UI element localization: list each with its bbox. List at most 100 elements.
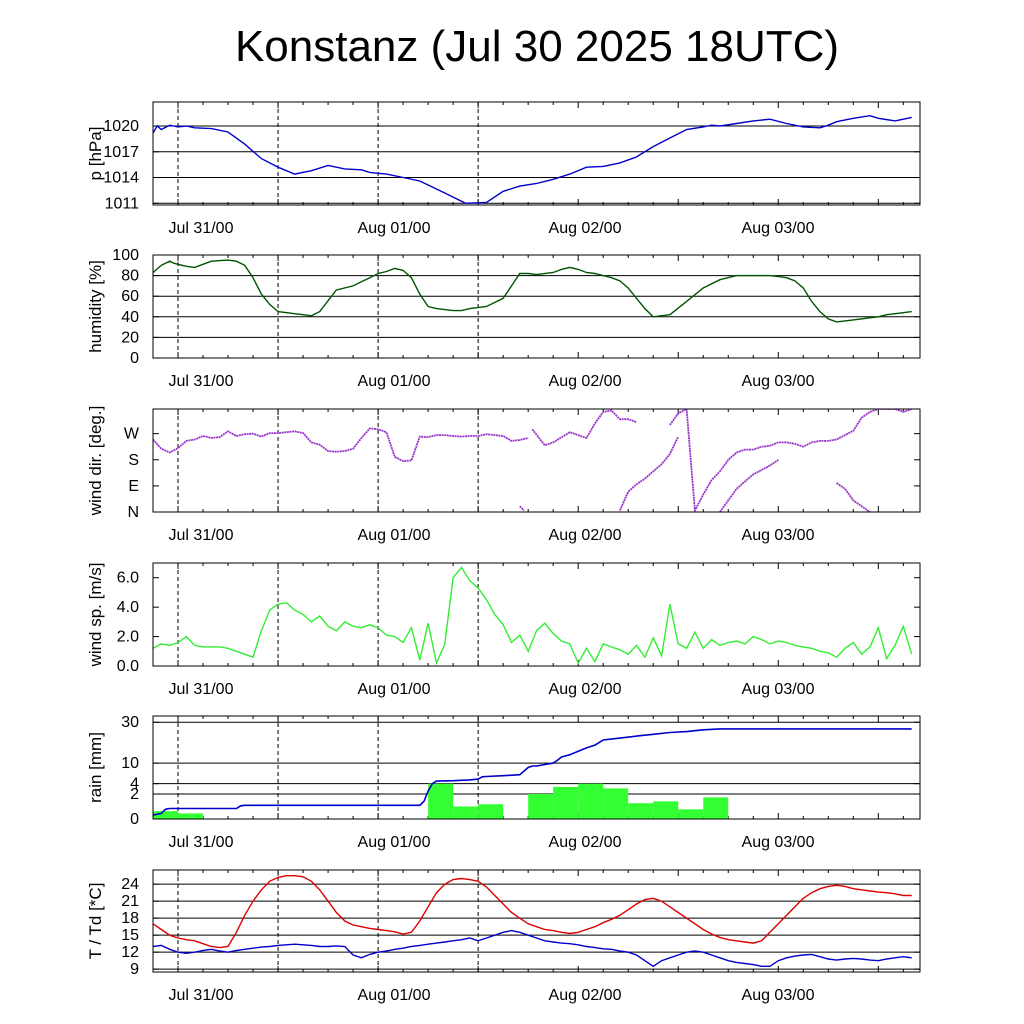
series-line: [153, 929, 912, 968]
rain-bar: [628, 803, 654, 819]
wind-direction-segment: [719, 459, 779, 512]
rain-bar: [678, 809, 704, 819]
x-tick-label: Jul 31/00: [169, 373, 234, 390]
plot-area: [153, 409, 912, 512]
series-line: [153, 114, 912, 205]
y-tick-label: 18: [121, 910, 139, 927]
x-tick-label: Aug 02/00: [549, 681, 622, 698]
y-tick-label: 12: [121, 944, 139, 961]
y-tick-label: 1011: [105, 195, 140, 212]
x-tick-label: Aug 01/00: [358, 834, 431, 851]
x-tick-label: Aug 03/00: [742, 220, 815, 237]
y-tick-label: 40: [121, 309, 139, 326]
wind-direction-segment: [531, 409, 637, 447]
panel-frame: [152, 562, 921, 667]
x-tick-label: Aug 03/00: [742, 527, 815, 544]
y-tick-label: 0: [130, 811, 139, 828]
wind-direction-segment: [153, 427, 529, 463]
wind-direction-segment: [519, 505, 525, 512]
rain-bar: [528, 794, 554, 819]
series-line: [153, 875, 912, 949]
x-tick-label: Aug 02/00: [549, 987, 622, 1004]
x-tick-label: Aug 03/00: [742, 681, 815, 698]
x-tick-label: Jul 31/00: [169, 527, 234, 544]
y-tick-label: 1017: [103, 144, 139, 161]
y-tick-label: 80: [121, 268, 139, 285]
y-axis-label: wind dir. [deg.]: [86, 406, 105, 517]
x-tick-label: Aug 03/00: [742, 373, 815, 390]
panel-humidity: 0 20 40 60 80 100 humidity [%] Jul 31/00 Aug 01/…: [86, 247, 921, 390]
panel-frame: [152, 715, 921, 820]
x-tick-label: Aug 01/00: [358, 527, 431, 544]
rain-accumulated-line: [153, 728, 912, 816]
x-tick-label: Jul 31/00: [169, 987, 234, 1004]
x-tick-label: Aug 01/00: [358, 987, 431, 1004]
rain-bar: [453, 806, 479, 819]
y-tick-label: 24: [121, 876, 139, 893]
y-axis-label: rain [mm]: [86, 732, 105, 803]
x-tick-label: Aug 01/00: [358, 681, 431, 698]
y-tick-label: 2.0: [117, 629, 139, 646]
x-tick-label: Aug 01/00: [358, 373, 431, 390]
rain-bar: [553, 786, 579, 819]
plot-area: [153, 728, 912, 819]
wind-direction-segment: [669, 409, 912, 512]
y-tick-label: 0.0: [117, 658, 139, 675]
x-tick-label: Aug 02/00: [549, 373, 622, 390]
panel-wind-speed: 0.0 2.0 4.0 6.0 wind sp. [m/s] Jul 31/00 Aug 0…: [86, 562, 921, 698]
panel-frame: [152, 869, 921, 973]
panel-rain: 0 24 10 30 rain [mm] Jul 31/00 Aug 01/00 Aug 02…: [86, 714, 921, 851]
wind-direction-segment: [836, 482, 871, 512]
x-tick-label: Aug 02/00: [549, 527, 622, 544]
rain-bar: [428, 783, 454, 819]
x-tick-label: Aug 03/00: [742, 834, 815, 851]
x-tick-label: Jul 31/00: [169, 681, 234, 698]
y-tick-label: W: [124, 426, 140, 443]
x-tick-label: Aug 02/00: [549, 220, 622, 237]
rain-bar: [178, 813, 204, 819]
y-tick-label: 1020: [103, 118, 139, 135]
y-axis-label: wind sp. [m/s]: [86, 563, 105, 668]
y-tick-label: 21: [121, 893, 139, 910]
rain-bar: [578, 783, 604, 819]
y-tick-label: 0: [130, 350, 139, 367]
y-axis-label: humidity [%]: [86, 260, 105, 353]
x-tick-label: Jul 31/00: [169, 834, 234, 851]
y-tick-label: 30: [121, 714, 139, 731]
chart-title: Konstanz (Jul 30 2025 18UTC): [234, 22, 840, 71]
y-tick-label: 60: [121, 288, 139, 305]
y-tick-label: 4: [130, 776, 139, 793]
series-line: [153, 566, 913, 666]
plot-area: [153, 566, 913, 666]
panel-frame: [152, 254, 921, 359]
y-axis-label: T / Td [*C]: [86, 883, 105, 960]
wind-direction-segment: [619, 436, 680, 511]
y-tick-label: 100: [112, 247, 139, 264]
y-tick-label: 1014: [103, 170, 139, 187]
rain-bar: [703, 797, 729, 819]
y-tick-label: S: [128, 452, 139, 469]
y-tick-label: N: [127, 504, 139, 521]
x-tick-label: Aug 03/00: [742, 987, 815, 1004]
x-tick-label: Jul 31/00: [169, 220, 234, 237]
rain-bar: [478, 804, 504, 819]
rain-bar: [153, 811, 179, 819]
rain-bar: [603, 788, 629, 819]
panel-frame: [152, 101, 921, 206]
y-tick-label: 9: [130, 961, 139, 978]
plot-area: [153, 259, 912, 323]
x-tick-label: Aug 01/00: [358, 220, 431, 237]
y-tick-label: 4.0: [117, 599, 139, 616]
rain-bar: [653, 801, 679, 819]
y-tick-label: 6.0: [117, 570, 139, 587]
series-line: [153, 259, 912, 323]
y-axis-label: p [hPa]: [86, 127, 105, 181]
plot-area: [153, 875, 912, 968]
panel-frame: [152, 408, 921, 513]
y-tick-label: 2: [130, 786, 139, 803]
y-tick-label: E: [128, 478, 139, 495]
